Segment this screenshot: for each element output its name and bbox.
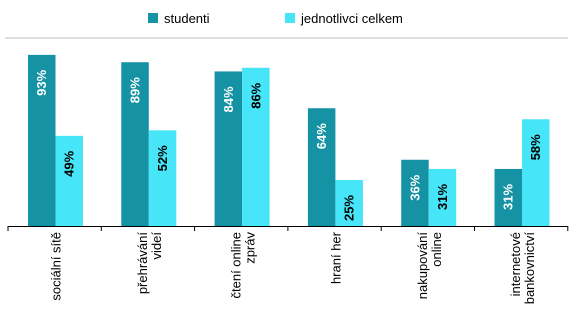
legend-label-jednotlivci-celkem: jednotlivci celkem bbox=[300, 11, 403, 26]
value-label-jednotlivci-celkem-nakupovani-online: 31% bbox=[435, 184, 450, 210]
bar-studenti-hrani-her bbox=[307, 108, 336, 226]
category-label: čtení online bbox=[228, 232, 243, 299]
bar-studenti-socialni-site bbox=[28, 54, 56, 226]
legend-swatch-studenti bbox=[148, 13, 158, 23]
category-label: bankovnictví bbox=[522, 232, 537, 305]
category-label: zpráv bbox=[242, 232, 257, 264]
bar-studenti-nakupovani-online bbox=[401, 159, 429, 226]
category-labels-group: sociální sítě přehrávání videí čtení online… bbox=[49, 231, 538, 304]
value-label-jednotlivci-celkem-internetove-bankovnictvi: 58% bbox=[528, 134, 543, 160]
value-label-studenti-socialni-site: 93% bbox=[34, 69, 49, 95]
bar-jednotlivci-celkem-socialni-site bbox=[55, 135, 83, 226]
value-label-jednotlivci-celkem-cteni-online-zprav: 86% bbox=[248, 82, 263, 108]
bar-studenti-prehravani-videi bbox=[121, 62, 149, 226]
bar-jednotlivci-celkem-cteni-online-zprav bbox=[242, 67, 270, 226]
value-label-studenti-hrani-her: 64% bbox=[314, 123, 329, 149]
value-label-jednotlivci-celkem-socialni-site: 49% bbox=[62, 150, 77, 176]
category-label: sociální sítě bbox=[49, 232, 64, 301]
value-labels-group: 93% 49% 89% 52% 84% 86% 64% 25% 36% 31% 31% 58% bbox=[34, 69, 543, 221]
category-label: videí bbox=[149, 232, 164, 260]
plot-area-border bbox=[5, 37, 568, 39]
bar-jednotlivci-celkem-nakupovani-online bbox=[428, 168, 457, 226]
value-label-jednotlivci-celkem-hrani-her: 25% bbox=[342, 195, 357, 221]
value-label-studenti-cteni-online-zprav: 84% bbox=[221, 86, 236, 112]
x-axis-ticks bbox=[7, 226, 569, 231]
bar-studenti-internetove-bankovnictvi bbox=[494, 168, 522, 226]
value-label-studenti-nakupovani-online: 36% bbox=[407, 174, 422, 200]
legend: studenti jednotlivci celkem bbox=[148, 11, 403, 26]
category-label: online bbox=[429, 232, 444, 267]
bar-jednotlivci-celkem-prehravani-videi bbox=[148, 130, 177, 226]
category-label: internetové bbox=[508, 232, 523, 296]
bar-studenti-cteni-online-zprav bbox=[214, 71, 243, 226]
legend-swatch-jednotlivci-celkem bbox=[285, 13, 295, 23]
value-label-jednotlivci-celkem-prehravani-videi: 52% bbox=[155, 145, 170, 171]
category-label: přehrávání bbox=[135, 232, 150, 295]
value-label-studenti-prehravani-videi: 89% bbox=[128, 77, 143, 103]
bar-jednotlivci-celkem-internetove-bankovnictvi bbox=[522, 119, 550, 226]
legend-label-studenti: studenti bbox=[164, 11, 210, 26]
bars-group bbox=[28, 54, 550, 226]
category-label: nakupování bbox=[415, 232, 430, 300]
category-label: hraní her bbox=[329, 231, 344, 284]
bar-jednotlivci-celkem-hrani-her bbox=[335, 180, 363, 226]
value-label-studenti-internetove-bankovnictvi: 31% bbox=[501, 184, 516, 210]
